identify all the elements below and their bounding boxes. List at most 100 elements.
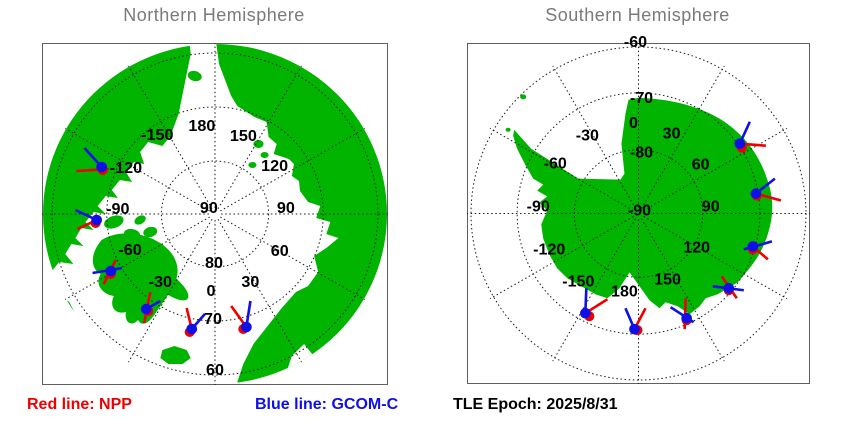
- legend-npp: Red line: NPP: [27, 396, 132, 414]
- landmass-iceland: [160, 346, 191, 364]
- graticule-label: 180: [188, 117, 215, 135]
- meridian-line: [217, 65, 302, 210]
- gcom-c-position-dot: [750, 188, 762, 199]
- south-hemisphere-map: -60 -70 -80 -90 0 30 60 90 120 150 180 -150 -120 -90 -…: [466, 34, 811, 384]
- south-landmasses: [505, 94, 773, 315]
- gcom-c-position-dot: [96, 161, 108, 173]
- graticule-label: -30: [576, 128, 599, 145]
- satellite-marker: [624, 307, 647, 336]
- meridian-line: [64, 216, 210, 300]
- graticule-label: 30: [241, 273, 259, 291]
- graticule-label: 120: [261, 157, 288, 175]
- latitude-ring: [160, 160, 270, 268]
- graticule-label: -120: [110, 159, 142, 177]
- tle-epoch-value: 2025/8/31: [546, 396, 618, 413]
- graticule-label: 120: [683, 239, 710, 256]
- satellite-marker: [669, 298, 695, 330]
- gcom-c-position-dot: [723, 282, 735, 294]
- graticule-label: -90: [106, 200, 129, 218]
- satellite-marker: [140, 291, 162, 324]
- graticule-label: -60: [118, 241, 141, 259]
- north-map-title: Northern Hemisphere: [123, 5, 305, 25]
- gcom-c-position-dot: [681, 312, 692, 324]
- graticule-label: 60: [206, 361, 224, 379]
- legend-gcomc-value: GCOM-C: [331, 396, 399, 413]
- tle-epoch: TLE Epoch: 2025/8/31: [453, 396, 618, 414]
- graticule-label: -90: [628, 203, 651, 220]
- meridian-line: [643, 127, 788, 211]
- gcom-c-position-dot: [747, 241, 759, 252]
- satellite-marker: [750, 177, 782, 202]
- north-hemisphere-map: 180 150 -150 120 -120 90 -90 60 -60 30 -30 0 90 80 70 6…: [41, 43, 389, 385]
- legend-npp-value: NPP: [99, 396, 132, 413]
- graticule-label: -120: [533, 241, 565, 258]
- meridian-line: [489, 216, 634, 300]
- landmass-eurasia: [215, 44, 387, 384]
- legend-gcomc-label: Blue line:: [255, 396, 328, 413]
- gcom-c-position-dot: [629, 323, 640, 335]
- graticule-label: 90: [277, 199, 295, 217]
- graticule-label: 180: [611, 283, 638, 300]
- graticule-label: 30: [663, 126, 681, 143]
- graticule-label: 0: [629, 115, 638, 132]
- graticule-label: 0: [206, 282, 215, 300]
- graticule-label: -90: [527, 199, 550, 216]
- graticule-label: 70: [204, 310, 222, 328]
- graticule-label: 90: [200, 199, 218, 217]
- graticule-label: -70: [630, 90, 653, 107]
- legend-npp-label: Red line:: [27, 396, 95, 413]
- meridian-line: [641, 218, 725, 362]
- graticule-label: 150: [654, 271, 681, 288]
- meridian-line: [552, 218, 636, 362]
- meridian-line: [64, 128, 210, 212]
- gcom-c-position-dot: [91, 214, 102, 226]
- meridian-line: [489, 127, 634, 211]
- tle-epoch-label: TLE Epoch:: [453, 396, 542, 413]
- latitude-ring: [51, 52, 379, 376]
- gcom-c-position-dot: [241, 321, 252, 333]
- meridian-line: [641, 65, 725, 209]
- graticule-label: -80: [630, 145, 653, 162]
- graticule-label: 60: [692, 157, 710, 174]
- gcom-c-position-dot: [580, 307, 591, 319]
- meridian-line: [128, 218, 213, 363]
- satellite-marker: [92, 259, 123, 285]
- satellite-marker: [74, 208, 102, 231]
- landmass-labrador: [43, 292, 78, 360]
- gcom-c-position-dot: [105, 265, 117, 277]
- meridian-line: [220, 216, 366, 300]
- graticule-label: 90: [702, 199, 720, 216]
- satellite-marker: [76, 147, 109, 175]
- graticule-label: 150: [230, 127, 257, 145]
- meridian-line: [643, 216, 788, 300]
- landmass-antarctica: [513, 97, 773, 315]
- graticule-label: -150: [141, 126, 173, 144]
- satellite-marker: [743, 240, 773, 261]
- graticule-label: 60: [271, 242, 289, 260]
- satellite-marker: [184, 307, 206, 337]
- satellite-marker: [712, 275, 744, 299]
- south-map-title: Southern Hemisphere: [545, 5, 730, 25]
- meridian-line: [220, 128, 366, 212]
- landmass-greenland: [92, 233, 178, 324]
- satellite-marker: [230, 300, 252, 334]
- gcom-c-position-dot: [140, 303, 152, 315]
- meridian-line: [552, 65, 636, 209]
- latitude-ring: [106, 106, 324, 322]
- gcom-c-position-dot: [186, 323, 198, 335]
- graticule-label: -30: [149, 273, 172, 291]
- graticule-label: -60: [544, 156, 567, 173]
- north-map-canvas: 180 150 -150 120 -120 90 -90 60 -60 30 -30 0 90 80 70 6…: [41, 43, 389, 385]
- meridian-line: [128, 65, 213, 210]
- satellite-marker: [734, 121, 766, 153]
- meridian-line: [217, 218, 302, 363]
- graticule-label: -60: [624, 34, 647, 51]
- satellite-marker: [580, 288, 609, 322]
- graticule-label: -150: [562, 273, 594, 290]
- antarctic-islands: [505, 94, 527, 132]
- gcom-c-position-dot: [734, 138, 746, 149]
- legend-gcomc: Blue line: GCOM-C: [255, 396, 398, 414]
- arctic-islands: [104, 70, 269, 301]
